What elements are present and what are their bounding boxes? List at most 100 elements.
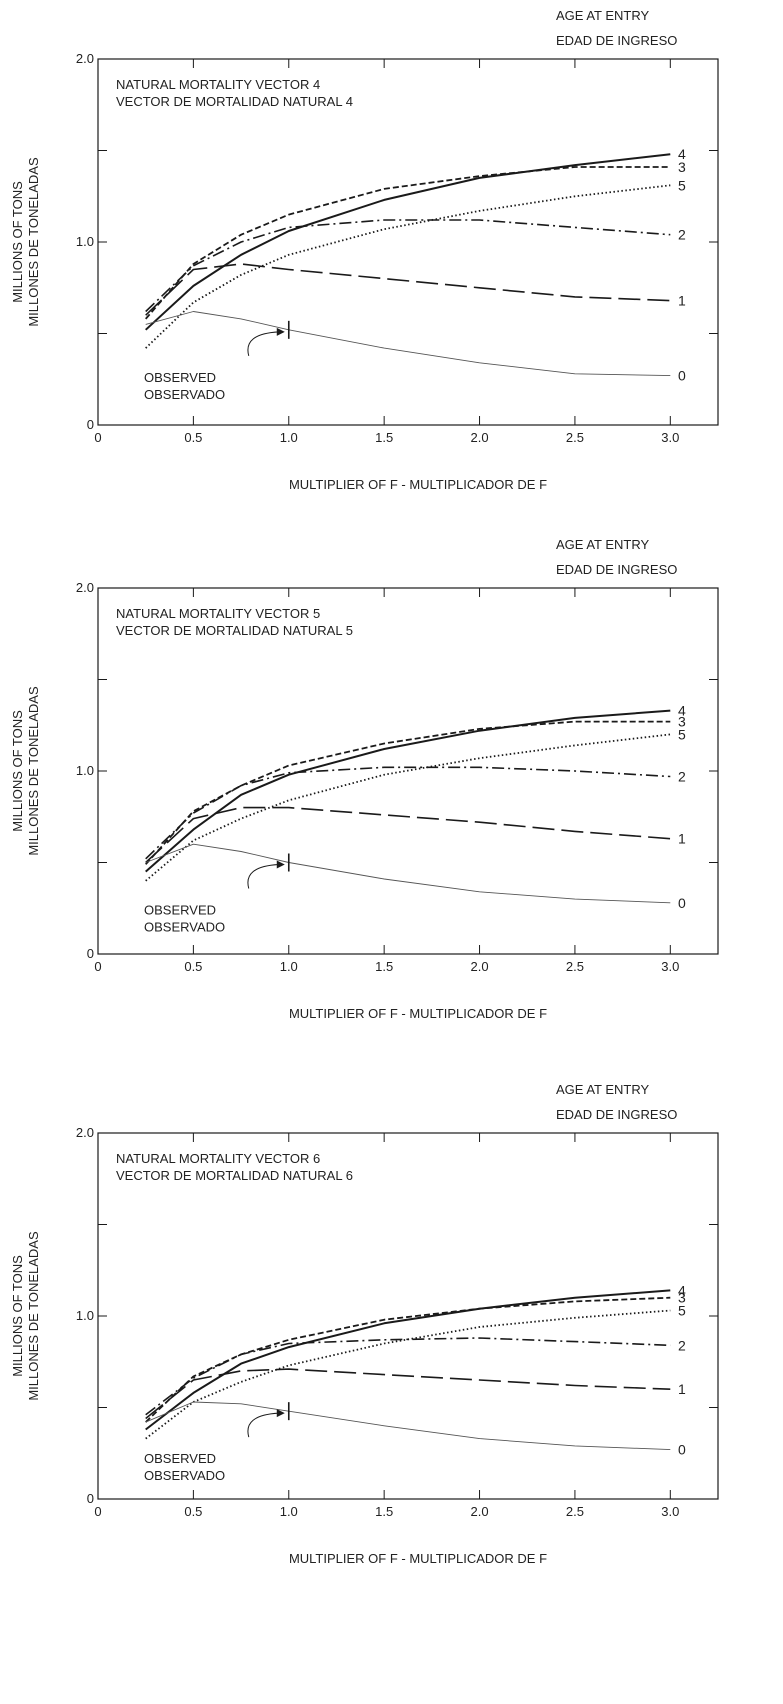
y-tick-label: 2.0 (76, 51, 94, 66)
series-label-age-1: 1 (678, 831, 686, 847)
x-tick-label: 0.5 (184, 959, 202, 974)
series-line-age-1 (145, 263, 671, 316)
observed-label: OBSERVED (144, 1451, 216, 1466)
x-tick-label: 0 (94, 430, 101, 445)
series-label-age-4: 4 (678, 146, 686, 162)
plot-frame (97, 1132, 719, 1500)
legend-title-es: EDAD DE INGRESO (556, 562, 677, 577)
observed-label-es: OBSERVADO (144, 1468, 225, 1483)
series-label-age-4: 4 (678, 703, 686, 719)
series-line-age-2 (145, 219, 671, 313)
x-tick-label: 1.5 (375, 959, 393, 974)
y-tick-label: 0 (87, 1491, 94, 1506)
series-label-age-3: 3 (678, 1290, 686, 1306)
y-tick-label: 1.0 (76, 1308, 94, 1323)
y-tick-label: 1.0 (76, 763, 94, 778)
x-tick-label: 2.5 (566, 430, 584, 445)
legend-title-es: EDAD DE INGRESO (556, 33, 677, 48)
series-line-age-4 (145, 709, 671, 873)
observed-arrowhead (276, 1409, 285, 1418)
observed-arrow (247, 331, 279, 356)
x-tick-label: 2.0 (470, 1504, 488, 1519)
x-tick-label: 3.0 (661, 959, 679, 974)
observed-label-es: OBSERVADO (144, 387, 225, 402)
y-axis-label: MILLIONS OF TONS (10, 1255, 25, 1377)
x-tick-label: 3.0 (661, 430, 679, 445)
chart-panel-2: 0 0.5 1.0 1.5 2.0 2.5 3.0 0 1.0 2.0 MULTIPLIER OF … (10, 537, 719, 1021)
series-label-age-2: 2 (678, 227, 686, 243)
observed-label: OBSERVED (144, 903, 216, 918)
x-tick-label: 1.5 (375, 1504, 393, 1519)
x-tick-label: 0 (94, 1504, 101, 1519)
y-axis-label-es: MILLONES DE TONELADAS (26, 1231, 41, 1401)
panel-title: NATURAL MORTALITY VECTOR 5 (116, 606, 320, 621)
x-tick-label: 2.5 (566, 1504, 584, 1519)
series-label-age-5: 5 (678, 726, 686, 742)
series-line-age-3 (145, 1296, 671, 1423)
x-tick-label: 2.0 (470, 959, 488, 974)
series-label-age-4: 4 (678, 1282, 686, 1298)
y-tick-label: 1.0 (76, 234, 94, 249)
series-line-age-0 (145, 843, 671, 904)
y-tick-label: 2.0 (76, 580, 94, 595)
series-label-age-2: 2 (678, 768, 686, 784)
y-axis-label: MILLIONS OF TONS (10, 710, 25, 832)
series-label-age-5: 5 (678, 177, 686, 193)
series-line-age-2 (145, 1337, 671, 1416)
y-axis-label-es: MILLONES DE TONELADAS (26, 157, 41, 327)
chart-panel-3: 0 0.5 1.0 1.5 2.0 2.5 3.0 0 1.0 2.0 MULTIPLIER OF … (10, 1082, 719, 1566)
panel-subtitle: VECTOR DE MORTALIDAD NATURAL 4 (116, 94, 353, 109)
series-label-age-0: 0 (678, 1442, 686, 1458)
series-line-age-4 (145, 153, 671, 331)
chart-panel-1: 0 0.5 1.0 1.5 2.0 2.5 3.0 0 1.0 2.0 MULTIPLIER OF … (10, 8, 719, 492)
series-line-age-3 (145, 720, 671, 865)
series-line-age-0 (145, 311, 671, 377)
series-label-age-0: 0 (678, 895, 686, 911)
x-axis-label: MULTIPLIER OF F - MULTIPLICADOR DE F (289, 477, 547, 492)
series-label-age-1: 1 (678, 293, 686, 309)
y-tick-label: 2.0 (76, 1125, 94, 1140)
observed-label: OBSERVED (144, 370, 216, 385)
y-axis-label-es: MILLONES DE TONELADAS (26, 686, 41, 856)
series-line-age-3 (145, 166, 671, 320)
series-label-age-5: 5 (678, 1303, 686, 1319)
series-line-age-1 (145, 806, 671, 864)
observed-arrow (247, 864, 279, 889)
series-line-age-2 (145, 766, 671, 860)
series-label-age-2: 2 (678, 1337, 686, 1353)
series-line-age-5 (145, 1309, 671, 1440)
x-axis-label: MULTIPLIER OF F - MULTIPLICADOR DE F (289, 1551, 547, 1566)
x-axis-label: MULTIPLIER OF F - MULTIPLICADOR DE F (289, 1006, 547, 1021)
x-tick-label: 0 (94, 959, 101, 974)
series-line-age-0 (145, 1401, 671, 1451)
x-tick-label: 0.5 (184, 1504, 202, 1519)
legend-title-es: EDAD DE INGRESO (556, 1107, 677, 1122)
x-tick-label: 1.0 (280, 1504, 298, 1519)
panel-subtitle: VECTOR DE MORTALIDAD NATURAL 6 (116, 1168, 353, 1183)
panel-title: NATURAL MORTALITY VECTOR 6 (116, 1151, 320, 1166)
x-tick-label: 0.5 (184, 430, 202, 445)
observed-label-es: OBSERVADO (144, 920, 225, 935)
series-line-age-1 (145, 1368, 671, 1420)
observed-arrowhead (276, 327, 285, 336)
legend-title: AGE AT ENTRY (556, 8, 650, 23)
observed-arrow (247, 1412, 279, 1438)
legend-title: AGE AT ENTRY (556, 537, 650, 552)
series-label-age-1: 1 (678, 1381, 686, 1397)
x-tick-label: 1.0 (280, 430, 298, 445)
x-tick-label: 1.0 (280, 959, 298, 974)
series-line-age-5 (145, 184, 671, 349)
y-axis-label: MILLIONS OF TONS (10, 181, 25, 303)
series-label-age-3: 3 (678, 159, 686, 175)
series-label-age-0: 0 (678, 368, 686, 384)
legend-title: AGE AT ENTRY (556, 1082, 650, 1097)
panel-subtitle: VECTOR DE MORTALIDAD NATURAL 5 (116, 623, 353, 638)
observed-arrowhead (276, 860, 285, 869)
panel-title: NATURAL MORTALITY VECTOR 4 (116, 77, 320, 92)
series-line-age-4 (145, 1289, 671, 1431)
x-tick-label: 1.5 (375, 430, 393, 445)
x-tick-label: 2.5 (566, 959, 584, 974)
y-tick-label: 0 (87, 417, 94, 432)
x-tick-label: 3.0 (661, 1504, 679, 1519)
